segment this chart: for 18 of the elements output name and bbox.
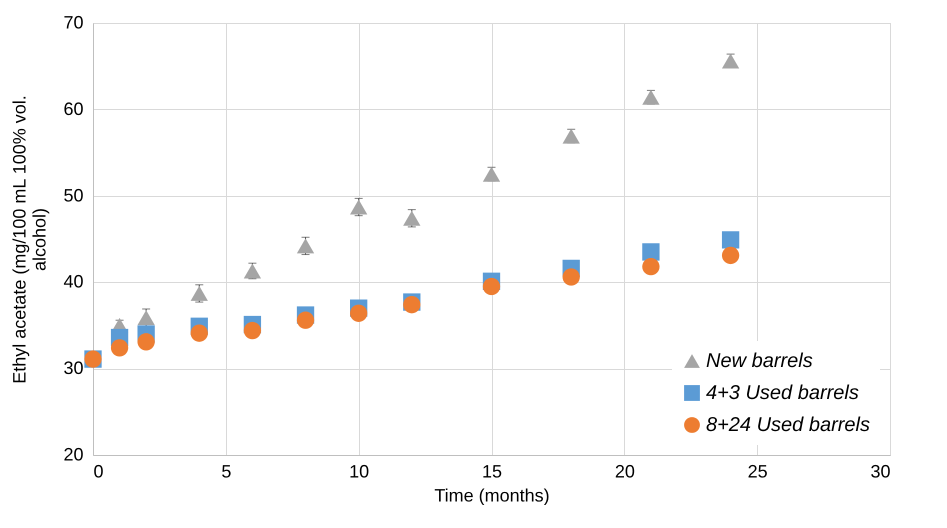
x-tick-label: 30 [870, 462, 890, 482]
x-tick-label: 0 [94, 462, 104, 482]
x-tick-label: 20 [614, 462, 635, 482]
legend-label: 4+3 Used barrels [706, 382, 859, 404]
x-tick-label: 10 [349, 462, 370, 482]
x-tick-label: 5 [221, 462, 232, 482]
x-tick-label: 15 [482, 462, 502, 482]
legend-label: 8+24 Used barrels [706, 414, 870, 436]
y-tick-label: 70 [63, 12, 84, 32]
y-tick-label: 50 [63, 185, 84, 206]
y-axis-title: Ethyl acetate (mg/100 mL 100% vol. alcohol) [9, 95, 50, 384]
y-tick-label: 20 [63, 444, 84, 464]
y-tick-label: 30 [63, 358, 84, 378]
x-axis-title: Time (months) [434, 486, 550, 506]
legend-label: New barrels [706, 350, 813, 372]
y-tick-label: 40 [63, 272, 84, 292]
y-tick-label: 60 [63, 98, 84, 119]
x-tick-label: 25 [748, 462, 768, 482]
